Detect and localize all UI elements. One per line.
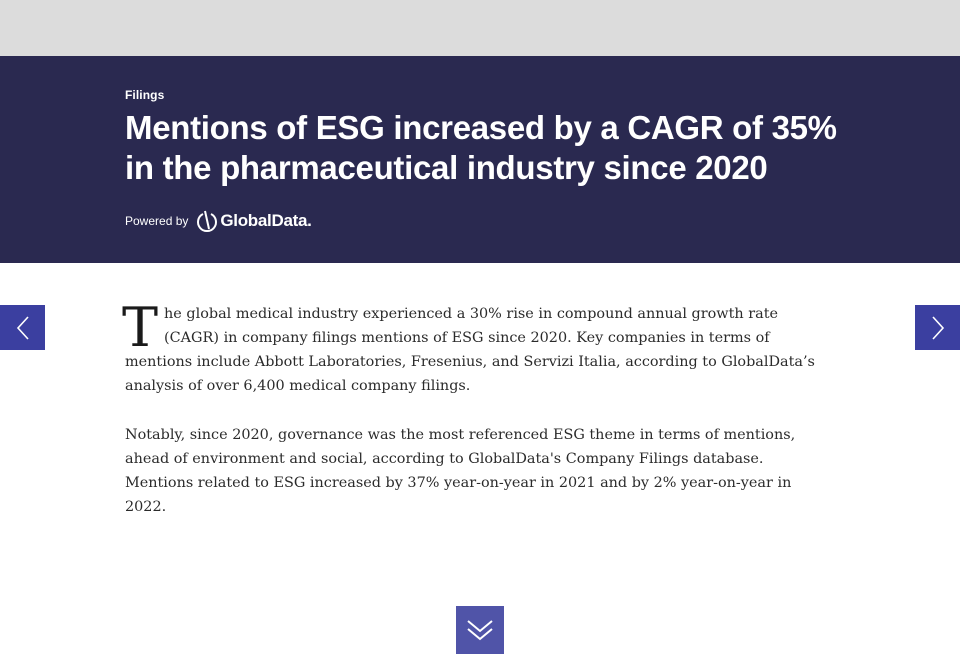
- drop-cap: T: [122, 296, 159, 359]
- article-paragraph-1-text: he global medical industry experienced a…: [125, 306, 815, 394]
- double-chevron-down-icon: [467, 620, 493, 641]
- page-title: Mentions of ESG increased by a CAGR of 3…: [125, 109, 837, 186]
- scroll-down-button[interactable]: [456, 606, 504, 654]
- previous-article-button[interactable]: [0, 305, 45, 350]
- globaldata-logo-text: GlobalData.: [220, 211, 312, 230]
- globaldata-logo[interactable]: GlobalData.: [196, 208, 312, 234]
- chevron-right-icon: [931, 315, 944, 340]
- hero-header: Filings Mentions of ESG increased by a C…: [0, 56, 960, 263]
- globaldata-logo-icon: [197, 210, 218, 233]
- next-article-button[interactable]: [915, 305, 960, 350]
- top-banner-placeholder: [0, 0, 960, 56]
- chevron-left-icon: [16, 315, 29, 340]
- article-paragraph-2: Notably, since 2020, governance was the …: [125, 427, 796, 515]
- powered-by: Powered by GlobalData.: [125, 208, 312, 234]
- category-label[interactable]: Filings: [125, 88, 165, 102]
- powered-by-label: Powered by: [125, 214, 189, 228]
